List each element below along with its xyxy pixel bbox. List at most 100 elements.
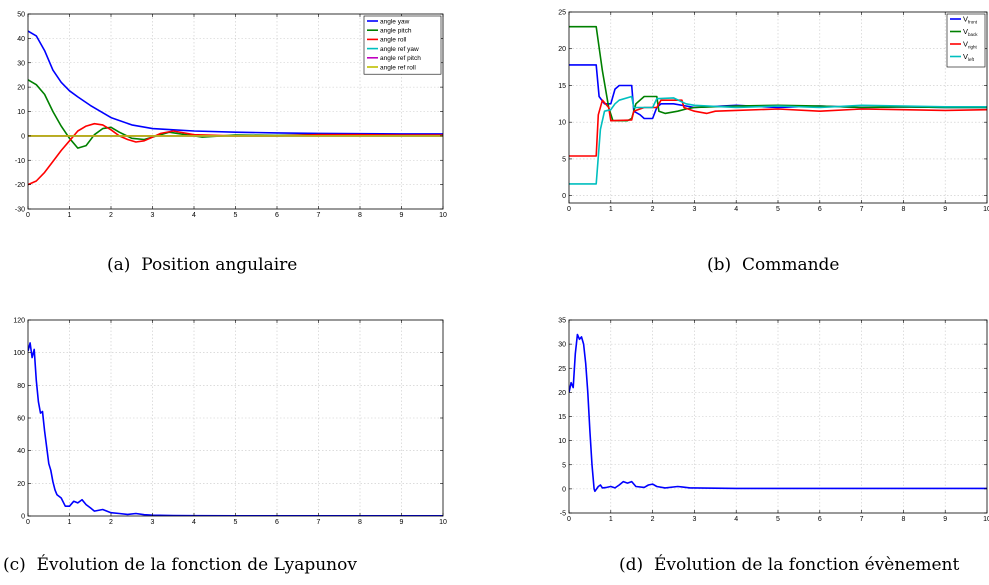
legend-entry: Vback	[963, 27, 978, 37]
caption-b-text: Commande	[741, 255, 840, 275]
y-tick-label: 10	[17, 109, 25, 116]
y-tick-label: 25	[558, 366, 566, 373]
y-tick-label: 20	[558, 46, 566, 53]
y-tick-label: 10	[558, 120, 566, 127]
x-tick-label: 9	[400, 519, 404, 526]
caption-d-text: Évolution de la fonction évènement	[653, 555, 960, 575]
y-tick-label: -30	[15, 207, 25, 214]
y-tick-label: -5	[560, 511, 566, 518]
x-tick-label: 0	[26, 519, 30, 526]
x-tick-label: 5	[234, 212, 238, 219]
y-tick-label: 40	[17, 36, 25, 43]
y-tick-label: 20	[558, 390, 566, 397]
x-tick-label: 7	[317, 519, 321, 526]
y-tick-label: 0	[562, 486, 566, 493]
y-tick-label: 40	[17, 448, 25, 455]
y-tick-label: 15	[558, 83, 566, 90]
y-tick-label: 120	[13, 318, 25, 325]
x-tick-label: 7	[860, 206, 864, 213]
x-tick-label: 2	[109, 519, 113, 526]
x-tick-label: 5	[234, 519, 238, 526]
legend-entry: angle roll	[380, 37, 407, 44]
x-tick-label: 8	[358, 212, 362, 219]
caption-b-label: (b)	[707, 255, 732, 275]
y-tick-label: 0	[21, 514, 25, 521]
x-tick-label: 8	[358, 519, 362, 526]
y-tick-label: 20	[17, 481, 25, 488]
x-tick-label: 1	[68, 212, 72, 219]
x-tick-label: 9	[943, 206, 947, 213]
x-tick-label: 1	[609, 206, 613, 213]
x-tick-label: 3	[151, 212, 155, 219]
x-tick-label: 9	[400, 212, 404, 219]
legend-box	[363, 15, 442, 75]
y-tick-label: -10	[15, 158, 25, 165]
caption-d: (d) Évolution de la fonction évènement	[619, 555, 959, 575]
caption-a-text: Position angulaire	[141, 255, 298, 275]
x-tick-label: 0	[567, 206, 571, 213]
y-tick-label: 25	[558, 10, 566, 17]
x-tick-label: 10	[983, 516, 989, 523]
y-tick-label: 30	[17, 60, 25, 67]
x-tick-label: 1	[68, 519, 72, 526]
legend-entry: angle ref yaw	[380, 46, 419, 53]
y-tick-label: 20	[17, 85, 25, 92]
caption-c: (c) Évolution de la fonction de Lyapunov	[3, 555, 357, 575]
x-tick-label: 5	[776, 516, 780, 523]
legend-entry: Vright	[963, 39, 978, 49]
y-tick-label: 5	[562, 156, 566, 163]
legend-entry: angle ref roll	[380, 64, 416, 71]
series-line-0	[569, 333, 987, 493]
legend-entry: Vleft	[963, 52, 975, 62]
x-tick-label: 5	[776, 206, 780, 213]
x-tick-label: 3	[692, 516, 696, 523]
x-tick-label: 3	[692, 206, 696, 213]
x-tick-label: 9	[943, 516, 947, 523]
legend-entry: angle yaw	[380, 18, 410, 25]
x-tick-label: 6	[818, 516, 822, 523]
x-tick-label: 7	[317, 212, 321, 219]
x-tick-label: 0	[567, 516, 571, 523]
x-tick-label: 3	[151, 519, 155, 526]
caption-a-label: (a)	[107, 255, 131, 275]
x-tick-label: 2	[109, 212, 113, 219]
series-line-v_left	[569, 95, 987, 185]
x-tick-label: 6	[275, 212, 279, 219]
y-tick-label: 5	[562, 462, 566, 469]
y-tick-label: 50	[17, 12, 25, 19]
caption-b: (b) Commande	[707, 255, 839, 275]
x-tick-label: 7	[860, 516, 864, 523]
caption-a: (a) Position angulaire	[107, 255, 297, 275]
y-tick-label: 60	[17, 416, 25, 423]
x-tick-label: 10	[983, 206, 989, 213]
legend-entry: Vfront	[963, 14, 978, 24]
y-tick-label: 10	[558, 438, 566, 445]
caption-c-label: (c)	[3, 555, 26, 575]
x-tick-label: 2	[651, 516, 655, 523]
legend-entry: angle ref pitch	[380, 55, 421, 62]
x-tick-label: 8	[901, 516, 905, 523]
caption-d-label: (d)	[619, 555, 644, 575]
y-tick-label: 100	[13, 350, 25, 357]
x-tick-label: 10	[439, 519, 447, 526]
y-tick-label: 80	[17, 383, 25, 390]
y-tick-label: 35	[558, 318, 566, 325]
x-tick-label: 1	[609, 516, 613, 523]
x-tick-label: 2	[651, 206, 655, 213]
y-tick-label: 30	[558, 342, 566, 349]
legend-box	[946, 13, 986, 68]
y-tick-label: -20	[15, 182, 25, 189]
x-tick-label: 10	[439, 212, 447, 219]
x-tick-label: 4	[192, 212, 196, 219]
x-tick-label: 6	[818, 206, 822, 213]
y-tick-label: 0	[21, 133, 25, 140]
x-tick-label: 6	[275, 519, 279, 526]
series-line-angle-yaw	[28, 30, 443, 135]
x-tick-label: 4	[734, 206, 738, 213]
x-tick-label: 4	[734, 516, 738, 523]
y-tick-label: 0	[562, 193, 566, 200]
